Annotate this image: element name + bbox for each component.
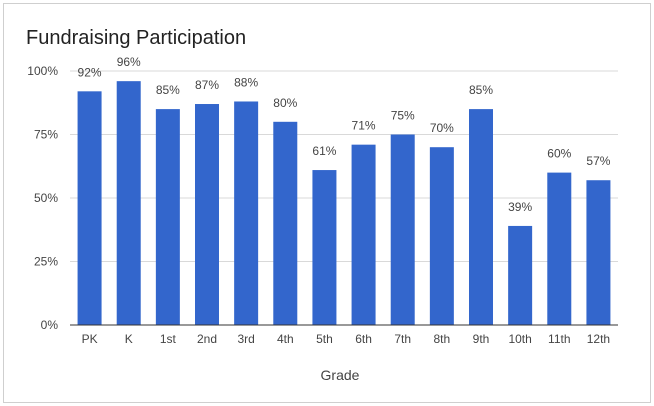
x-tick-label: 8th: [434, 332, 451, 346]
x-tick-label: 3rd: [237, 332, 254, 346]
data-labels: 92% 96% 85% 87% 88% 80% 61% 71% 75% 70% 85% 39% 60% 5…: [78, 55, 611, 214]
gridlines: [70, 70, 618, 262]
x-tick-label: 1st: [160, 332, 177, 346]
y-tick-label: 100%: [27, 64, 58, 78]
data-label: 39%: [508, 200, 532, 214]
x-tick-label: 6th: [355, 332, 372, 346]
chart-title: Fundraising Participation: [26, 27, 246, 49]
bar-11th: [547, 172, 572, 325]
data-label: 88%: [234, 75, 258, 89]
x-tick-label: 10th: [508, 332, 531, 346]
bar-pk: [77, 91, 102, 325]
y-tick-label: 0%: [41, 318, 59, 332]
y-tick-label: 75%: [34, 128, 58, 142]
x-axis-ticks: PK K 1st 2nd 3rd 4th 5th 6th 7th 8th 9th 10th 11th 12…: [82, 332, 611, 346]
chart-frame: Fundraising Participation 0% 25% 50% 75% 100…: [3, 3, 651, 403]
x-tick-label: 2nd: [197, 332, 217, 346]
data-label: 92%: [78, 65, 102, 79]
bar-1st: [155, 109, 180, 325]
bar-9th: [469, 109, 493, 325]
x-tick-label: 4th: [277, 332, 294, 346]
data-label: 71%: [352, 119, 376, 133]
bar-4th: [273, 121, 298, 325]
x-tick-label: K: [125, 332, 133, 346]
x-tick-label: PK: [82, 332, 98, 346]
data-label: 75%: [391, 109, 415, 123]
bar-k: [116, 81, 141, 325]
data-label: 85%: [469, 83, 493, 97]
data-label: 96%: [117, 55, 141, 69]
data-label: 80%: [273, 96, 297, 110]
data-label: 70%: [430, 121, 454, 135]
x-tick-label: 11th: [548, 332, 570, 346]
data-label: 85%: [156, 83, 180, 97]
data-label: 57%: [586, 154, 610, 168]
x-tick-label: 7th: [394, 332, 411, 346]
x-tick-label: 9th: [473, 332, 490, 346]
bar-10th: [508, 225, 533, 325]
bar-12th: [586, 180, 611, 325]
bar-3rd: [234, 101, 259, 325]
bar-6th: [351, 144, 376, 325]
bar-chart: Fundraising Participation 0% 25% 50% 75% 100…: [26, 27, 618, 383]
y-tick-label: 25%: [34, 255, 58, 269]
y-axis-ticks: 0% 25% 50% 75% 100%: [27, 64, 58, 332]
data-label: 60%: [547, 147, 571, 161]
y-tick-label: 50%: [34, 191, 58, 205]
data-label: 87%: [195, 78, 219, 92]
bars: [77, 81, 611, 326]
data-label: 61%: [312, 144, 336, 158]
bar-7th: [390, 134, 415, 325]
bar-2nd: [195, 104, 219, 326]
x-tick-label: 5th: [316, 332, 333, 346]
bar-5th: [312, 170, 337, 325]
bar-8th: [429, 147, 454, 325]
x-tick-label: 12th: [587, 332, 610, 346]
x-axis-title: Grade: [321, 367, 360, 383]
